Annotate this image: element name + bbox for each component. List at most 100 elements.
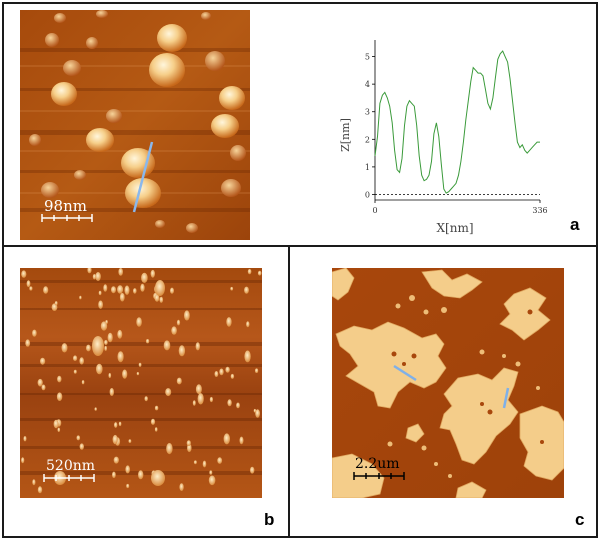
nanoparticle-dot (209, 470, 213, 475)
nanoparticle-dot (96, 363, 103, 375)
panel-b-afm-image (20, 268, 262, 498)
nanoparticle-dot (171, 326, 177, 335)
nanoparticle-dot (118, 268, 123, 276)
nanoparticle-dot (236, 402, 240, 409)
nanoparticle-dot (98, 290, 102, 296)
nanoparticle-dot (54, 301, 58, 306)
nanoparticle-dot (208, 475, 216, 486)
nanoparticle-dot (184, 310, 190, 321)
nanoparticle-dot (79, 295, 82, 300)
y-axis-label: Z[nm] (339, 118, 352, 152)
nanoparticle-dot (239, 436, 244, 445)
nanoparticle-dot (250, 466, 255, 474)
nanoparticle-dot (21, 270, 27, 278)
nanoparticle-dot (100, 321, 108, 331)
nanoparticle-dot (133, 288, 137, 294)
nanoparticle-dot (244, 286, 249, 294)
nanoparticle-dot (255, 409, 260, 418)
nanoparticle-dot (73, 355, 78, 361)
nanoparticle-dot (225, 366, 230, 373)
nanoparticle-dot (219, 368, 224, 376)
nanoparticle-dot (170, 287, 174, 294)
nanoparticle-dot (103, 284, 108, 292)
nanoparticle-dot (117, 351, 124, 363)
nanoparticle-dot (98, 300, 103, 309)
nanoparticle-dot (51, 303, 58, 311)
nanoparticle-dot (32, 479, 36, 486)
nanoparticle-dot (195, 342, 200, 351)
nanoparticle-dot (95, 272, 101, 281)
nanoparticle-dot (73, 369, 77, 374)
scale-bar-a (41, 214, 93, 222)
nanoparticle-dot (108, 373, 112, 378)
nanoparticle-dot (128, 439, 132, 443)
nanoparticle-dot (112, 471, 116, 478)
nanoparticle-dot (150, 269, 155, 278)
nanoparticle-dot (21, 457, 25, 464)
nanoparticle-dot (79, 443, 84, 450)
nanoparticle-dot (23, 436, 27, 442)
nanoparticle-dot (247, 268, 252, 275)
nanoparticle-dot (117, 329, 123, 339)
nanoparticle-dot (25, 339, 31, 347)
nanoparticle-dot (94, 407, 97, 411)
height-profile-chart: 0 1 2 3 4 5 0 336 Z[nm] X[nm] (339, 40, 548, 235)
nanoparticle-dot (61, 343, 68, 353)
nanoparticle-dot (87, 268, 92, 274)
scale-bar-a-label: 98nm (44, 197, 87, 215)
panel-c-afm-image (332, 268, 564, 498)
nanoparticle-dot (81, 380, 85, 385)
nanoparticle-dot (124, 285, 130, 295)
nanoparticle-dot (79, 357, 84, 365)
y-tick-label: 4 (365, 80, 370, 89)
y-tick-label: 0 (365, 190, 370, 199)
nanoparticle-dot (186, 440, 191, 446)
nanoparticle-dot (193, 460, 197, 465)
nanoparticle-dot (126, 483, 130, 489)
nanoparticle-dot (56, 392, 63, 401)
y-tick-label: 1 (365, 163, 370, 172)
nanoparticle-dot (118, 421, 122, 427)
nanoparticle-dot (257, 270, 262, 276)
x-tick-label: 336 (532, 206, 547, 215)
panel-a-afm-image (20, 10, 250, 240)
nanoparticle-dot (253, 408, 257, 413)
scale-bar-b-label: 520nm (46, 458, 96, 474)
x-tick-label: 0 (372, 206, 377, 215)
profile-line-marker-c1 (393, 364, 417, 382)
nanoparticle-dot (37, 378, 43, 387)
nanoparticle-dot (244, 350, 251, 363)
nanoparticle-dot (179, 483, 184, 491)
nanoparticle-dot (29, 286, 33, 291)
profile-series-line (374, 50, 540, 194)
nanoparticle-dot (37, 486, 43, 494)
nanoparticle-dot (107, 332, 113, 343)
panel-b-letter: b (264, 510, 275, 529)
nanoparticle-dot (214, 371, 219, 377)
x-axis-label: X[nm] (436, 221, 473, 235)
scale-bar-c-label: 2.2um (355, 456, 400, 472)
nanoparticle-dot (154, 405, 159, 411)
nanoparticle-dot (202, 460, 207, 468)
nanoparticle-dot (86, 344, 91, 352)
nanoparticle-dot (197, 393, 204, 405)
nanoparticle-dot (223, 433, 230, 445)
panel-c-frame (288, 245, 598, 538)
nanoparticle-dot (150, 418, 156, 425)
nanoparticle-dot (230, 373, 235, 379)
nanoparticle-dot (163, 340, 171, 351)
panel-c-letter: c (575, 510, 585, 529)
nanoparticle-dot (109, 388, 115, 396)
nanoparticle-dot (195, 384, 202, 395)
nanoparticle-dot (192, 400, 196, 406)
nanoparticle-dot (117, 285, 124, 294)
scale-bar-c (353, 472, 405, 480)
nanoparticle-dot (57, 427, 61, 432)
nanoparticle-dot (140, 283, 145, 292)
nanoparticle-dot (53, 419, 59, 429)
nanoparticle-dot (111, 286, 116, 294)
nanoparticle-dot (154, 427, 158, 432)
nanoparticle-dot (246, 321, 250, 328)
nanoparticle-dot (165, 388, 172, 397)
nanoparticle-dot (255, 368, 259, 373)
